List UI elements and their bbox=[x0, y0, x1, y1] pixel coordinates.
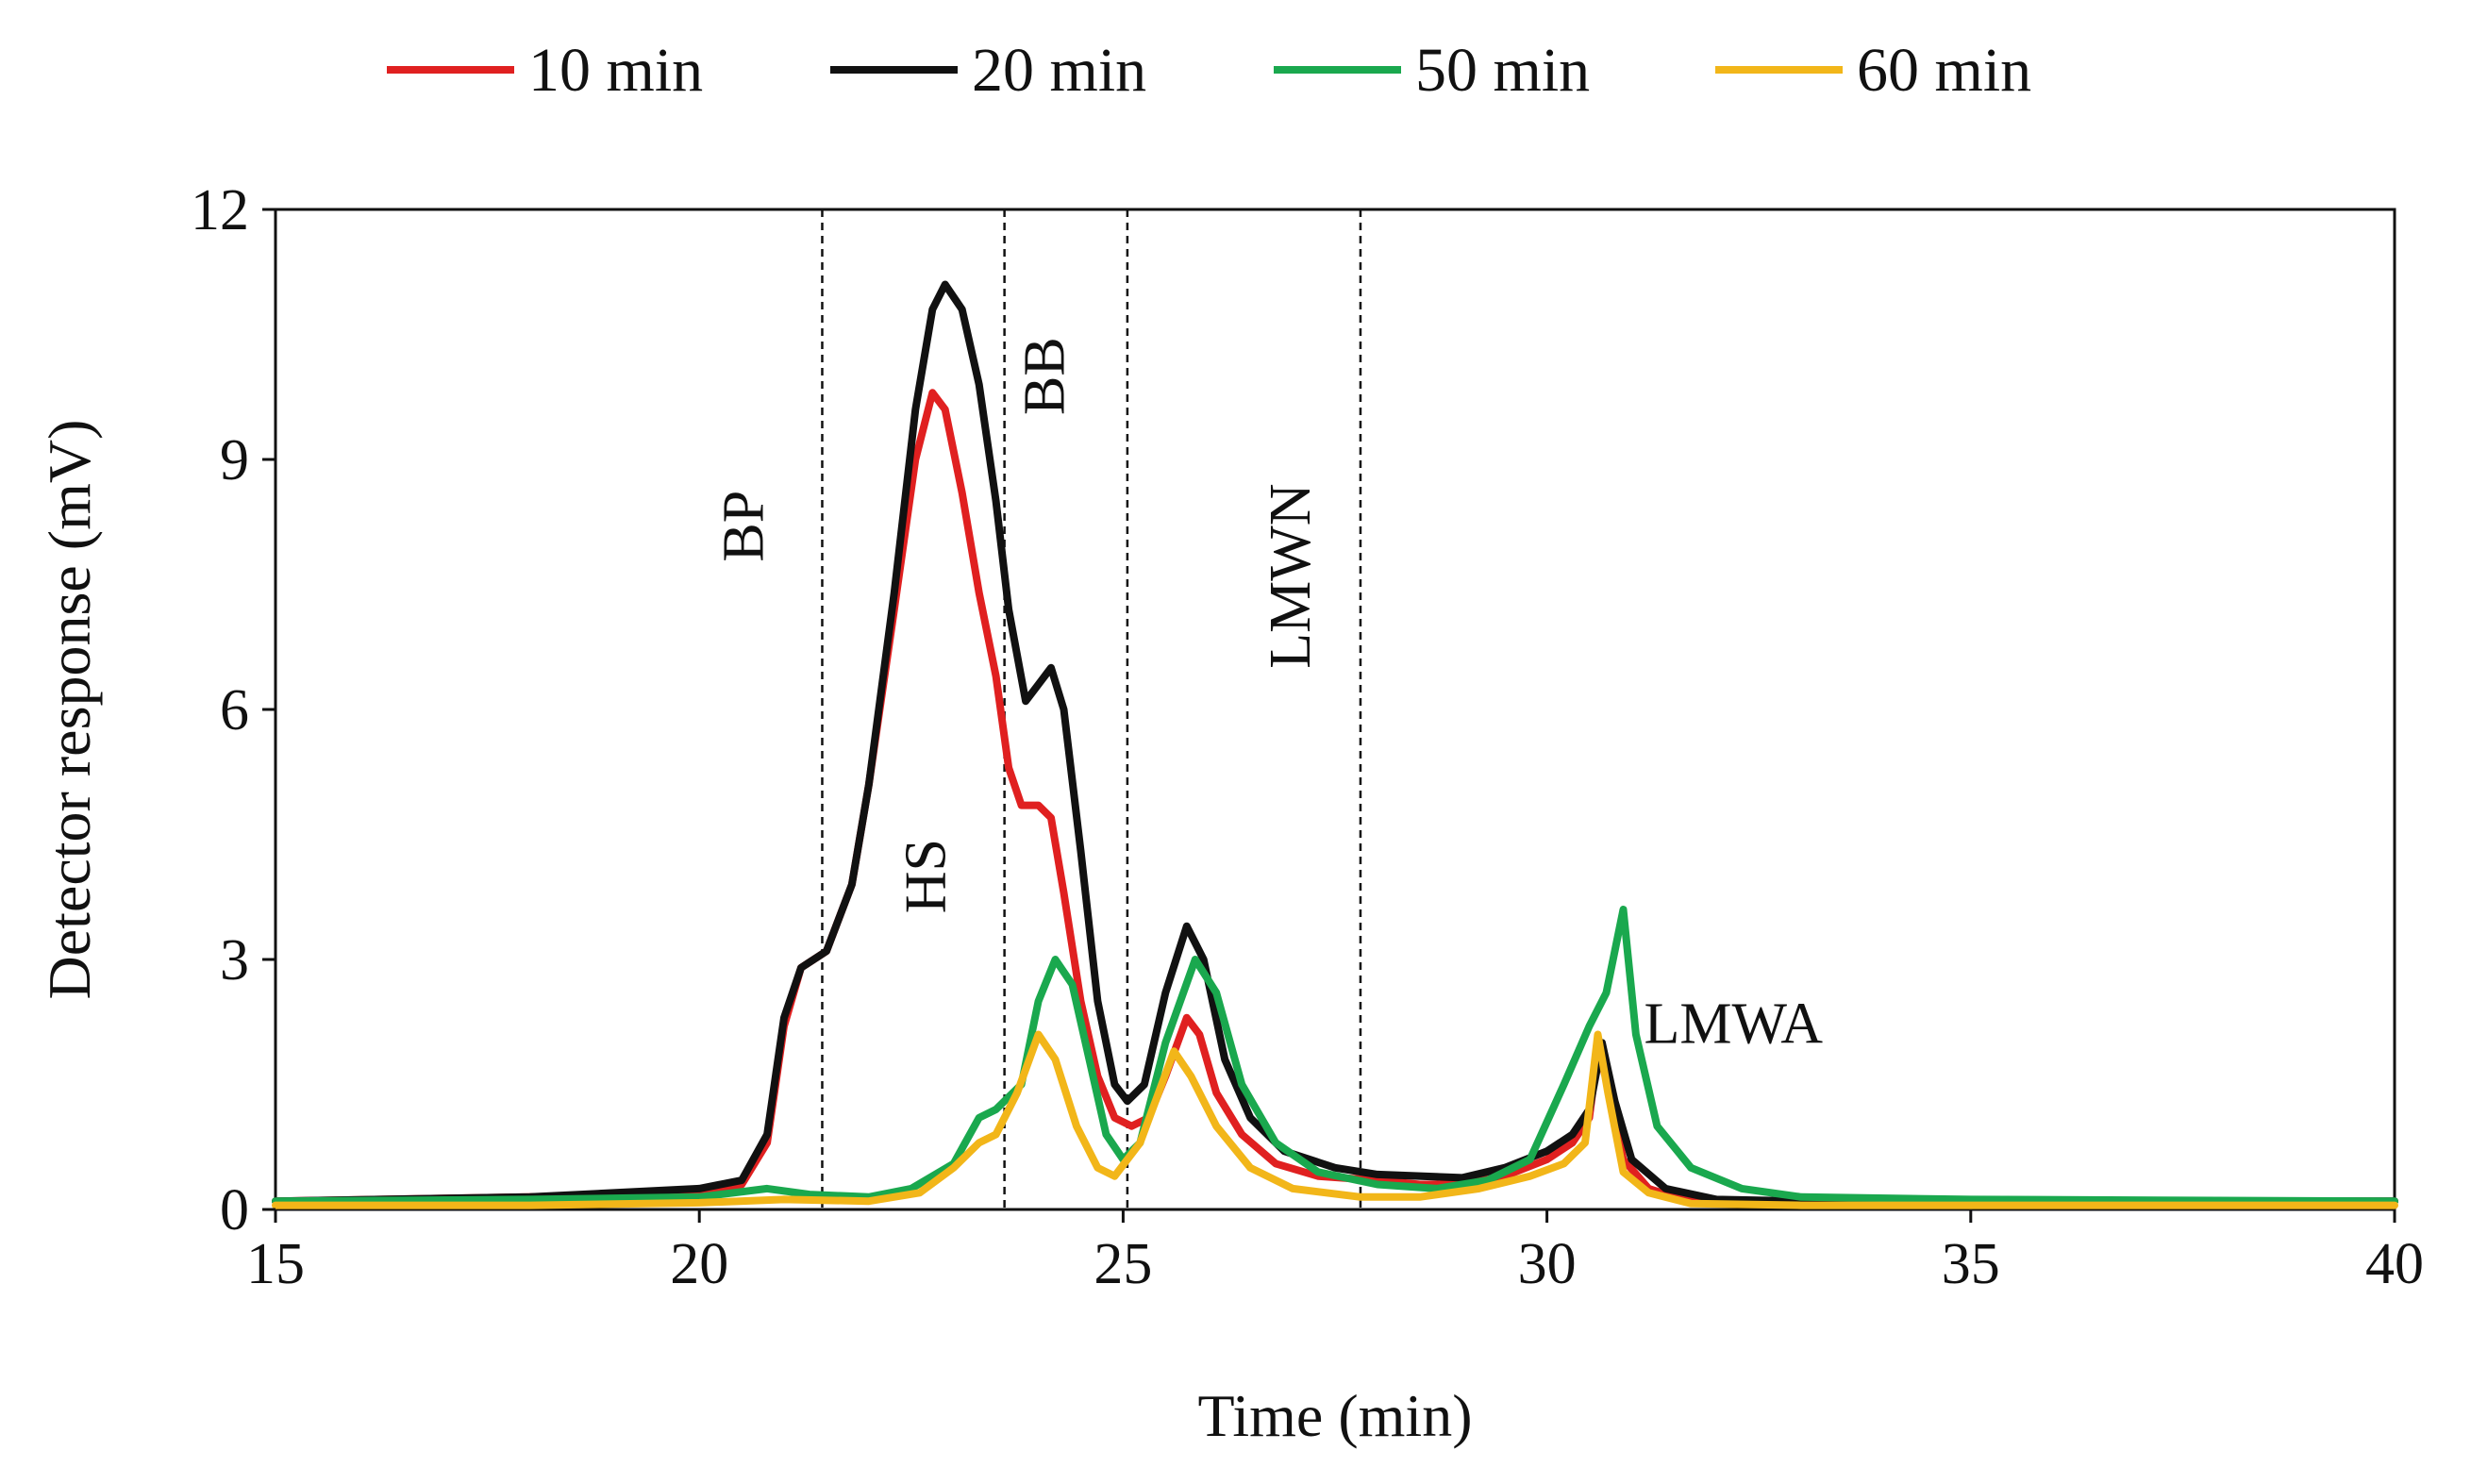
series-line-60-min bbox=[272, 1030, 2398, 1209]
x-tick-label: 30 bbox=[1518, 1232, 1577, 1296]
legend-label-10-min: 10 min bbox=[528, 36, 703, 105]
legend-item-60-min: 60 min bbox=[1715, 36, 2031, 105]
x-axis-ticks: 15 20 25 30 35 40 bbox=[246, 1209, 2424, 1296]
legend-label-50-min: 50 min bbox=[1415, 36, 1590, 105]
legend-item-50-min: 50 min bbox=[1274, 36, 1590, 105]
x-tick-label: 15 bbox=[246, 1232, 305, 1296]
legend-item-20-min: 20 min bbox=[830, 36, 1146, 105]
series-line-50-min bbox=[272, 906, 2398, 1206]
series-group bbox=[272, 280, 2398, 1209]
legend-label-60-min: 60 min bbox=[1857, 36, 2031, 105]
y-axis-title: Detector response (mV) bbox=[36, 420, 103, 1000]
region-label-bp: BP bbox=[712, 491, 776, 562]
legend: 10 min 20 min 50 min 60 min bbox=[387, 36, 2031, 105]
x-tick-label: 25 bbox=[1094, 1232, 1152, 1296]
x-tick-label: 35 bbox=[1942, 1232, 2000, 1296]
series-line-20-min bbox=[272, 280, 2398, 1206]
region-label-lmwa: LMWA bbox=[1645, 992, 1824, 1056]
y-axis-ticks: 0 3 6 9 12 bbox=[191, 178, 275, 1242]
region-markers: BP HS BB LMWN LMWA bbox=[712, 209, 1824, 1209]
x-tick-label: 40 bbox=[2365, 1232, 2424, 1296]
region-label-hs: HS bbox=[894, 839, 959, 913]
region-label-lmwn: LMWN bbox=[1259, 484, 1323, 669]
legend-item-10-min: 10 min bbox=[387, 36, 703, 105]
x-tick-label: 20 bbox=[670, 1232, 728, 1296]
y-tick-label: 3 bbox=[220, 928, 249, 992]
y-tick-label: 0 bbox=[220, 1178, 249, 1242]
y-tick-label: 12 bbox=[191, 178, 249, 242]
y-tick-label: 9 bbox=[220, 428, 249, 492]
region-label-bb: BB bbox=[1013, 337, 1077, 415]
x-axis-title: Time (min) bbox=[1198, 1382, 1473, 1449]
series-line-10-min bbox=[272, 389, 2398, 1206]
y-tick-label: 6 bbox=[220, 678, 249, 742]
plot-area-frame bbox=[274, 208, 2396, 1211]
legend-label-20-min: 20 min bbox=[972, 36, 1146, 105]
